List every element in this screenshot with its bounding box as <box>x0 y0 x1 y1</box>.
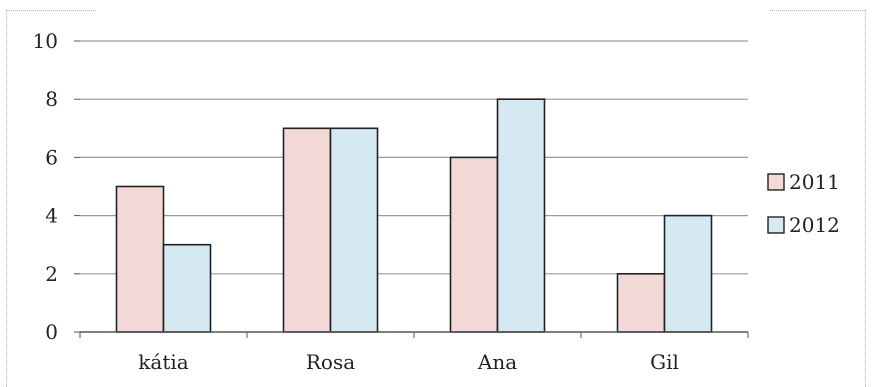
y-tick-label: 8 <box>45 87 58 111</box>
frame-border-right <box>865 10 866 387</box>
frame-border-left <box>6 10 7 387</box>
x-tick-labels: kátia Rosa Ana Gil <box>138 350 679 374</box>
legend-label-2011: 2011 <box>789 170 840 194</box>
bar-2011-kátia <box>115 185 165 333</box>
x-tick-label: Ana <box>477 350 517 374</box>
x-tick-label: Rosa <box>306 350 355 374</box>
bar-2012-kátia <box>162 243 212 333</box>
y-tick-labels: 0 2 4 6 8 10 <box>33 29 58 344</box>
y-tick-label: 6 <box>45 145 58 169</box>
bar-2011-Ana <box>449 156 499 333</box>
bar-2011-Gil <box>616 272 666 333</box>
frame-border-top-left <box>6 10 96 11</box>
legend-swatch-2012 <box>767 216 785 234</box>
x-tick-label: kátia <box>138 350 188 374</box>
y-tick-label: 4 <box>45 204 58 228</box>
y-tick-label: 10 <box>33 29 58 53</box>
bar-2011-Rosa <box>282 127 332 333</box>
x-tick-label: Gil <box>650 350 679 374</box>
legend-swatch-2011 <box>767 173 785 191</box>
y-tick-label: 2 <box>45 262 58 286</box>
bar-2012-Ana <box>496 98 546 333</box>
legend-label-2012: 2012 <box>789 213 840 237</box>
legend: 2011 2012 <box>767 170 840 237</box>
y-tick-label: 0 <box>45 320 58 344</box>
frame-border-top-right <box>770 10 865 11</box>
bar-2012-Gil <box>663 214 713 333</box>
bar-2012-Rosa <box>329 127 379 333</box>
